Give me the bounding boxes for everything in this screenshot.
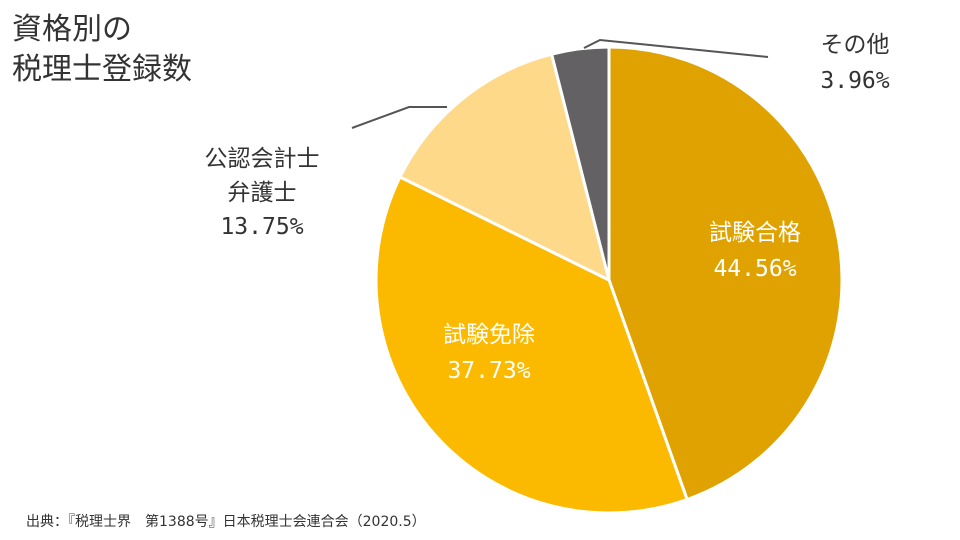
pie-slice-2	[374, 175, 689, 515]
leader-line-4	[583, 38, 769, 58]
leader-line-3	[351, 106, 447, 129]
pie-slice-4	[550, 45, 611, 282]
slice-label-4: その他	[821, 32, 890, 58]
leader-lines	[351, 38, 769, 129]
pie-slices	[374, 45, 844, 515]
slice-value-2: 37.73%	[447, 358, 530, 384]
pie-slice-1	[607, 45, 844, 502]
slice-value-3: 13.75%	[220, 214, 303, 240]
chart-title-line-2: 税理士登録数	[12, 52, 192, 87]
slice-label-1: 試験合格	[709, 220, 801, 246]
slice-label-3-line-1: 公認会計士	[205, 146, 320, 172]
chart-title-line-1: 資格別の	[12, 12, 132, 47]
slice-value-1: 44.56%	[713, 256, 796, 282]
pie-slice-3	[398, 52, 611, 282]
slice-label-3-line-2: 弁護士	[228, 180, 297, 206]
chart-title: 資格別の 税理士登録数	[12, 10, 192, 90]
slice-label-2: 試験免除	[443, 322, 535, 348]
slice-value-4: 3.96%	[820, 68, 889, 94]
source-citation: 出典：『税理士界 第1388号』日本税理士会連合会（2020.5）	[26, 514, 426, 530]
